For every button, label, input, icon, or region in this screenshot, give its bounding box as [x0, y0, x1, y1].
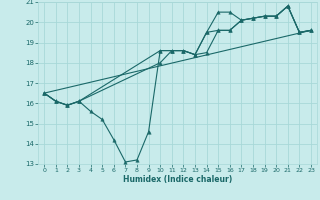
X-axis label: Humidex (Indice chaleur): Humidex (Indice chaleur)	[123, 175, 232, 184]
